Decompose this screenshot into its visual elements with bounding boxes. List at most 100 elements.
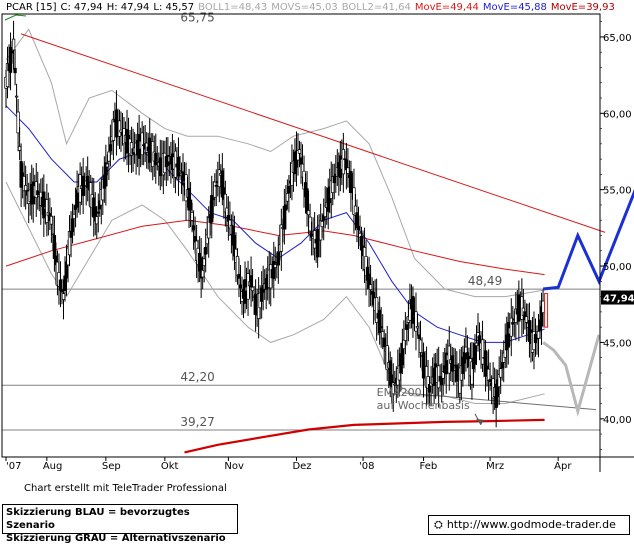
price-candle-body — [299, 157, 303, 165]
y-tick-label: 60,00 — [603, 109, 632, 120]
annotation-arrowhead — [475, 418, 484, 425]
price-candle-body — [17, 146, 22, 151]
chart-header-legend: PCAR [15] C: 47,94 H: 47,94 L: 45,57 BOLL1=4… — [6, 2, 619, 13]
scenario-blue-text: Skizzierung BLAU = bevorzugtes Szenario — [6, 507, 190, 531]
legend-move-red: MovE=49,44 — [414, 2, 479, 13]
legend-movs: MOVS=45,03 — [271, 2, 338, 13]
level-label: 48,49 — [468, 274, 502, 288]
price-candle-body — [190, 211, 194, 221]
y-tick-label: 50,00 — [603, 262, 632, 273]
price-candle-body — [249, 275, 253, 288]
price-candle-body — [486, 368, 491, 382]
start-marker — [4, 14, 27, 21]
price-candle-body — [488, 379, 492, 383]
price-candle-body — [178, 170, 182, 172]
y-tick-label: 65,00 — [603, 33, 632, 44]
x-tick-label: Apr — [554, 461, 572, 472]
price-candle-body — [154, 153, 158, 166]
annotation-weekly: auf Wochenbasis — [377, 399, 470, 412]
x-tick-label: '08 — [359, 461, 374, 472]
price-candle-body — [34, 181, 38, 199]
price-candle-body — [500, 362, 504, 369]
price-candle-body — [452, 364, 456, 367]
price-candle-body — [238, 284, 243, 289]
price-candle-body — [305, 188, 309, 214]
price-candle-body — [45, 199, 49, 223]
legend-high: H: 47,94 — [106, 2, 150, 13]
price-candle-body — [285, 193, 290, 202]
scenario-gray-line — [542, 334, 601, 417]
price-candle-body — [95, 216, 99, 225]
price-candle-body — [70, 218, 75, 233]
price-candle-body — [105, 163, 110, 168]
price-candle-body — [96, 211, 100, 214]
price-candle-body — [341, 149, 346, 175]
bollinger-upper-line — [5, 28, 545, 298]
price-candle-body — [237, 273, 241, 279]
price-candle-body — [355, 212, 359, 229]
x-tick-label: Okt — [161, 461, 179, 472]
price-candle-body — [273, 264, 277, 268]
price-candle-body — [368, 284, 373, 290]
legend-move-darkred: MovE=39,93 — [550, 2, 615, 13]
price-candle-body — [246, 273, 250, 300]
price-candle-body — [13, 67, 17, 74]
price-candle-body — [306, 210, 311, 216]
price-candle-body — [402, 339, 406, 350]
price-candle-body — [72, 213, 76, 219]
axis-area: 65,00 60,00 55,00 50,00 45,00 40,00 '07 Aug Sep O… — [1, 13, 634, 472]
price-candle-body — [509, 317, 513, 337]
x-tick-label: '07 — [6, 461, 21, 472]
annotation-ema200: EMA200 — [377, 386, 422, 399]
website-link[interactable]: ⛭ http://www.godmode-trader.de — [428, 515, 630, 535]
price-candle-body — [16, 111, 20, 134]
current-price-box — [601, 290, 634, 305]
price-candle-body — [356, 225, 361, 230]
price-candle-body — [272, 260, 276, 279]
price-candle-body — [506, 321, 510, 348]
price-candle-body — [250, 286, 255, 292]
price-candle-body — [332, 175, 336, 184]
price-candle-body — [308, 216, 312, 232]
price-candle-body — [107, 151, 111, 162]
price-candle-body — [211, 198, 215, 201]
last-candle — [544, 293, 549, 328]
price-candle-body — [349, 171, 353, 194]
website-url[interactable]: http://www.godmode-trader.de — [446, 518, 616, 531]
link-icon: ⛭ — [434, 518, 443, 531]
ema200-weekly-line — [184, 418, 545, 454]
price-candle-body — [188, 199, 193, 211]
y-tick-label: 55,00 — [603, 186, 632, 197]
price-candle-body — [480, 339, 485, 365]
price-candle-body — [379, 326, 383, 329]
scenario-blue-line — [542, 188, 634, 291]
price-candle-body — [58, 279, 63, 291]
price-candle-body — [524, 316, 529, 323]
current-price-label: 47,94 — [603, 294, 634, 305]
x-tick-label: Dez — [292, 461, 311, 472]
price-candle-body — [60, 289, 64, 293]
price-candle-body — [176, 156, 181, 177]
price-candle-body — [403, 328, 408, 341]
price-candle-body — [417, 334, 421, 339]
level-label: 42,20 — [180, 370, 214, 384]
x-tick-label: Nov — [224, 461, 244, 472]
price-candle-body — [51, 233, 55, 235]
legend-boll2: BOLL2=41,64 — [341, 2, 411, 13]
price-candle-body — [117, 120, 122, 137]
price-candle-body — [405, 324, 409, 331]
price-candle-body — [108, 144, 113, 152]
price-candle-body — [297, 149, 302, 154]
price-candle-body — [214, 184, 218, 187]
price-candle-body — [536, 331, 541, 339]
price-candle-body — [202, 258, 206, 266]
price-candle-body — [284, 204, 288, 211]
price-candle-body — [517, 294, 521, 322]
price-candle-body — [499, 368, 503, 378]
price-candle-body — [201, 270, 205, 278]
price-candle-body — [346, 167, 350, 174]
ema-red-line — [5, 219, 545, 276]
chart-credit: Chart erstellt mit TeleTrader Profession… — [24, 483, 227, 494]
level-label: 39,27 — [180, 415, 214, 429]
price-candle-body — [462, 351, 467, 364]
